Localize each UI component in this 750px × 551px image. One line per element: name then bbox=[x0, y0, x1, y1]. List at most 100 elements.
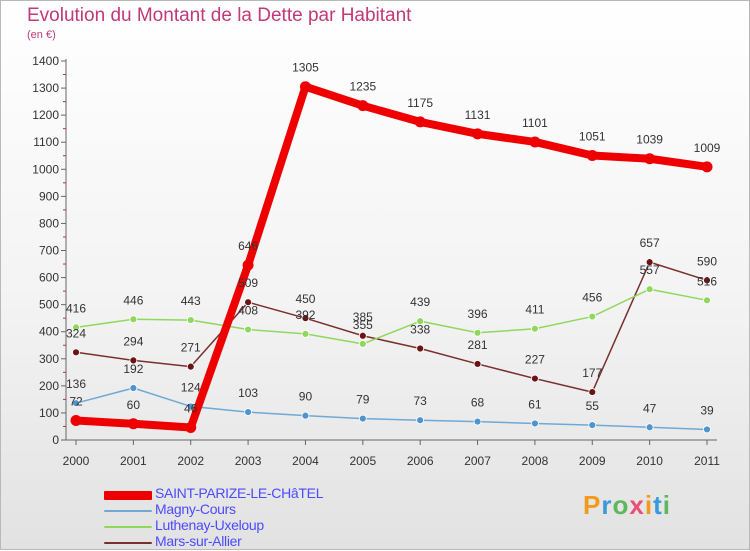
y-tick-label: 900 bbox=[39, 189, 59, 203]
data-point bbox=[301, 314, 310, 323]
legend-label: Magny-Cours bbox=[155, 501, 236, 517]
data-label: 227 bbox=[525, 353, 545, 367]
data-point bbox=[358, 339, 367, 348]
series-line bbox=[75, 261, 708, 393]
x-tick-label: 2009 bbox=[579, 454, 606, 468]
logo-letter: r bbox=[601, 490, 613, 520]
data-label: 446 bbox=[123, 293, 143, 307]
data-point bbox=[588, 421, 597, 430]
data-label: 1305 bbox=[292, 61, 319, 75]
data-label: 396 bbox=[468, 307, 488, 321]
data-label: 443 bbox=[181, 294, 201, 308]
x-tick-label: 2007 bbox=[464, 454, 491, 468]
y-tick-label: 1200 bbox=[32, 108, 59, 122]
data-label: 1175 bbox=[407, 96, 433, 110]
chart-unit: (en €) bbox=[27, 29, 56, 41]
x-tick-label: 2000 bbox=[63, 454, 90, 468]
data-point bbox=[358, 331, 367, 340]
data-point bbox=[72, 399, 80, 408]
data-label: 439 bbox=[410, 295, 430, 309]
y-tick-label: 400 bbox=[39, 325, 59, 339]
data-label: 557 bbox=[640, 263, 660, 277]
data-point bbox=[186, 362, 195, 371]
chart-title: Evolution du Montant de la Dette par Hab… bbox=[27, 5, 412, 26]
data-label: 1101 bbox=[522, 116, 548, 130]
data-label: 416 bbox=[66, 301, 86, 315]
data-point bbox=[644, 153, 656, 165]
data-label: 294 bbox=[123, 334, 143, 348]
data-label: 1131 bbox=[465, 108, 491, 122]
data-point bbox=[186, 316, 195, 324]
legend-label: SAINT-PARIZE-LE-CHâTEL bbox=[155, 485, 324, 501]
data-label: 456 bbox=[582, 291, 602, 305]
x-tick-label: 2006 bbox=[407, 454, 434, 468]
x-tick-label: 2010 bbox=[636, 454, 663, 468]
data-label: 1235 bbox=[349, 80, 376, 94]
data-label: 392 bbox=[295, 308, 315, 322]
x-tick-label: 2001 bbox=[120, 454, 147, 468]
data-point bbox=[473, 328, 482, 337]
y-tick-label: 1300 bbox=[32, 81, 59, 95]
logo-letter: i bbox=[662, 490, 671, 520]
data-point bbox=[531, 374, 539, 383]
proxiti-logo: Proxiti bbox=[583, 490, 671, 521]
data-point bbox=[473, 417, 482, 426]
data-label: 338 bbox=[410, 322, 430, 336]
data-label: 355 bbox=[353, 318, 373, 332]
data-point bbox=[301, 329, 310, 338]
data-point bbox=[244, 408, 252, 417]
data-label: 1039 bbox=[636, 133, 663, 147]
data-point bbox=[244, 298, 252, 307]
data-point bbox=[416, 317, 425, 326]
logo-letter: P bbox=[583, 490, 602, 520]
data-label: 47 bbox=[643, 401, 657, 415]
data-label: 46 bbox=[184, 402, 198, 416]
data-point bbox=[645, 285, 654, 294]
data-label: 411 bbox=[525, 303, 544, 317]
x-tick-label: 2008 bbox=[522, 454, 549, 468]
data-point bbox=[703, 276, 711, 285]
data-label: 281 bbox=[468, 338, 488, 352]
y-tick-label: 1000 bbox=[32, 162, 59, 176]
legend-label: Luthenay-Uxeloup bbox=[155, 517, 264, 533]
y-tick-label: 1100 bbox=[33, 135, 59, 149]
y-tick-label: 200 bbox=[39, 379, 59, 393]
y-tick-label: 800 bbox=[39, 216, 59, 230]
data-point bbox=[414, 116, 426, 128]
data-label: 385 bbox=[353, 310, 373, 324]
data-point bbox=[129, 315, 138, 324]
data-point bbox=[645, 423, 654, 432]
data-label: 192 bbox=[123, 362, 143, 376]
data-point bbox=[703, 425, 711, 434]
data-label: 61 bbox=[528, 397, 542, 411]
logo-letter: o bbox=[612, 490, 630, 520]
series-line bbox=[75, 387, 708, 431]
logo-letter: t bbox=[653, 490, 663, 520]
data-label: 1051 bbox=[579, 129, 606, 143]
data-point bbox=[473, 360, 482, 368]
data-label: 60 bbox=[127, 398, 141, 412]
y-tick-label: 100 bbox=[39, 406, 59, 420]
legend-label: Mars-sur-Allier bbox=[155, 533, 242, 549]
data-point bbox=[129, 356, 138, 365]
data-label: 72 bbox=[69, 395, 83, 409]
data-label: 136 bbox=[66, 377, 86, 391]
data-point bbox=[358, 414, 367, 423]
data-point bbox=[244, 325, 252, 334]
legend-swatch bbox=[104, 542, 152, 544]
data-label: 408 bbox=[238, 304, 258, 318]
data-point bbox=[416, 416, 425, 425]
data-label: 55 bbox=[586, 399, 600, 413]
data-point bbox=[299, 81, 311, 93]
x-tick-label: 2011 bbox=[694, 454, 720, 468]
logo-letter: i bbox=[644, 490, 654, 520]
data-label: 177 bbox=[582, 366, 602, 380]
data-label: 79 bbox=[356, 393, 370, 407]
data-point bbox=[72, 323, 80, 332]
legend-swatch bbox=[104, 526, 152, 528]
data-point bbox=[586, 149, 598, 161]
data-label: 657 bbox=[640, 236, 660, 250]
data-label: 103 bbox=[238, 386, 258, 400]
y-tick-label: 500 bbox=[39, 298, 59, 312]
